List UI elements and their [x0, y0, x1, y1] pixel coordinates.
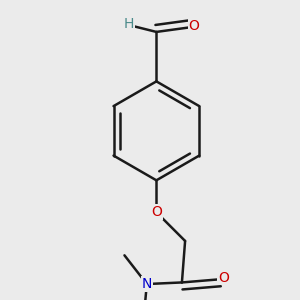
Text: O: O [189, 19, 200, 32]
Text: O: O [151, 205, 162, 219]
Text: N: N [142, 277, 152, 291]
Text: O: O [218, 271, 229, 285]
Text: H: H [124, 17, 134, 31]
